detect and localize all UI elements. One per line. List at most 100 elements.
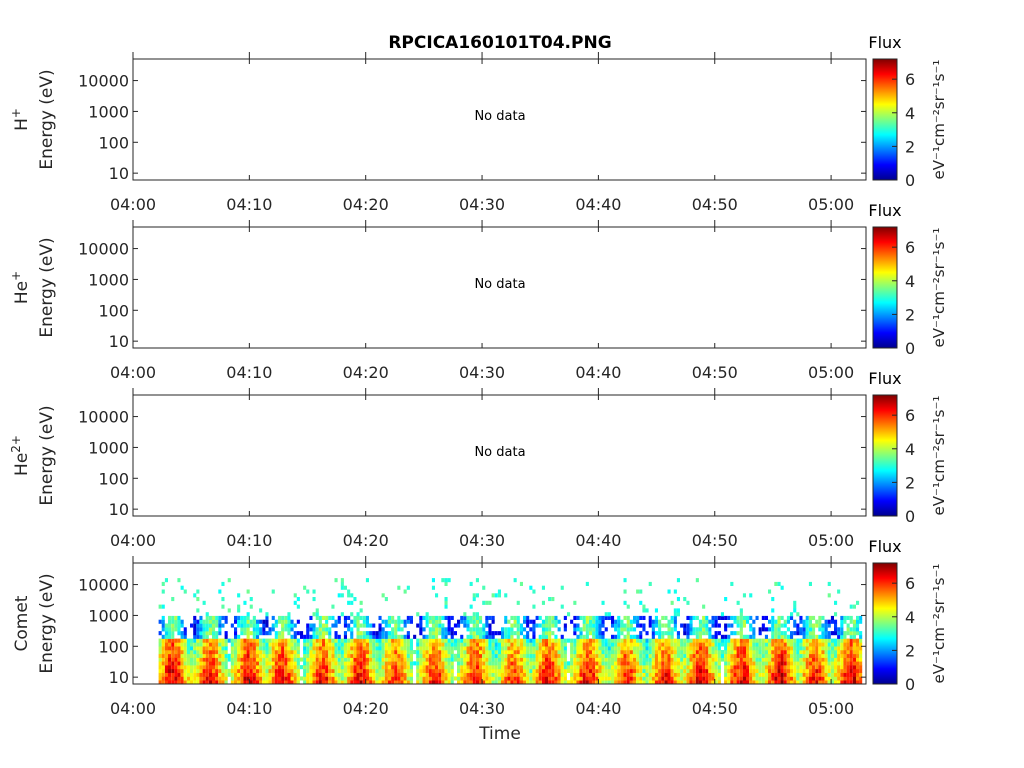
flux-cell xyxy=(526,650,530,655)
flux-cell xyxy=(633,653,637,658)
flux-cell xyxy=(611,615,615,620)
flux-cell xyxy=(639,653,643,658)
flux-cell xyxy=(513,680,517,685)
flux-cell xyxy=(419,646,423,651)
flux-cell xyxy=(592,631,596,636)
flux-cell xyxy=(212,619,216,624)
flux-cell xyxy=(636,619,640,624)
flux-cell xyxy=(683,597,687,602)
flux-cell xyxy=(246,680,250,685)
flux-cell xyxy=(516,657,520,662)
flux-cell xyxy=(852,653,856,658)
flux-cell xyxy=(205,634,209,639)
flux-cell xyxy=(676,661,680,666)
flux-cell xyxy=(343,680,347,685)
flux-cell xyxy=(287,627,291,632)
flux-cell xyxy=(698,642,702,647)
flux-cell xyxy=(475,634,479,639)
flux-cell xyxy=(633,680,637,685)
flux-cell xyxy=(472,665,476,670)
flux-cell xyxy=(545,680,549,685)
flux-cell xyxy=(576,646,580,651)
y-tick-label: 10000 xyxy=(78,240,129,259)
flux-cell xyxy=(168,657,172,662)
flux-cell xyxy=(168,676,172,681)
flux-cell xyxy=(353,672,357,677)
flux-cell xyxy=(403,642,407,647)
flux-cell xyxy=(202,600,206,605)
flux-cell xyxy=(343,650,347,655)
flux-cell xyxy=(507,680,511,685)
flux-cell xyxy=(818,634,822,639)
flux-cell xyxy=(469,642,473,647)
flux-cell xyxy=(601,680,605,685)
flux-cell xyxy=(686,646,690,651)
flux-cell xyxy=(221,657,225,662)
flux-cell xyxy=(303,668,307,673)
flux-cell xyxy=(202,638,206,643)
x-tick-label: 04:10 xyxy=(226,531,272,550)
flux-cell xyxy=(711,638,715,643)
flux-cell xyxy=(654,619,658,624)
flux-cell xyxy=(667,589,671,594)
flux-cell xyxy=(409,661,413,666)
flux-cell xyxy=(620,642,624,647)
flux-cell xyxy=(570,665,574,670)
flux-cell xyxy=(303,638,307,643)
flux-cell xyxy=(636,668,640,673)
flux-cell xyxy=(805,631,809,636)
flux-cell xyxy=(783,668,787,673)
flux-cell xyxy=(174,668,178,673)
colorbar-tick-label: 4 xyxy=(905,440,915,459)
flux-cell xyxy=(538,680,542,685)
flux-cell xyxy=(322,676,326,681)
flux-cell xyxy=(296,631,300,636)
flux-cell xyxy=(645,680,649,685)
flux-cell xyxy=(519,668,523,673)
flux-cell xyxy=(535,657,539,662)
flux-cell xyxy=(843,680,847,685)
flux-cell xyxy=(296,668,300,673)
flux-cell xyxy=(328,676,332,681)
flux-cell xyxy=(265,665,269,670)
flux-cell xyxy=(450,661,454,666)
flux-cell xyxy=(246,642,250,647)
flux-cell xyxy=(164,676,168,681)
flux-cell xyxy=(818,646,822,651)
flux-cell xyxy=(359,680,363,685)
flux-cell xyxy=(645,631,649,636)
flux-cell xyxy=(243,619,247,624)
flux-cell xyxy=(318,631,322,636)
flux-cell xyxy=(642,665,646,670)
flux-cell xyxy=(651,668,655,673)
flux-cell xyxy=(812,661,816,666)
flux-cell xyxy=(827,661,831,666)
flux-cell xyxy=(661,668,665,673)
flux-cell xyxy=(406,650,410,655)
flux-cell xyxy=(161,615,165,620)
flux-cell xyxy=(315,672,319,677)
flux-cell xyxy=(193,668,197,673)
flux-cell xyxy=(287,657,291,662)
flux-cell xyxy=(409,646,413,651)
flux-cell xyxy=(689,668,693,673)
flux-cell xyxy=(538,638,542,643)
flux-cell xyxy=(394,676,398,681)
flux-cell xyxy=(196,589,200,594)
flux-cell xyxy=(419,680,423,685)
flux-cell xyxy=(303,680,307,685)
flux-cell xyxy=(840,634,844,639)
flux-cell xyxy=(215,665,219,670)
flux-cell xyxy=(519,623,523,628)
flux-cell xyxy=(648,650,652,655)
flux-cell xyxy=(472,676,476,681)
flux-cell xyxy=(457,657,461,662)
flux-cell xyxy=(444,680,448,685)
flux-cell xyxy=(617,680,621,685)
flux-cell xyxy=(274,619,278,624)
flux-cell xyxy=(168,634,172,639)
flux-cell xyxy=(315,634,319,639)
flux-cell xyxy=(224,665,228,670)
flux-cell xyxy=(334,661,338,666)
flux-cell xyxy=(786,653,790,658)
